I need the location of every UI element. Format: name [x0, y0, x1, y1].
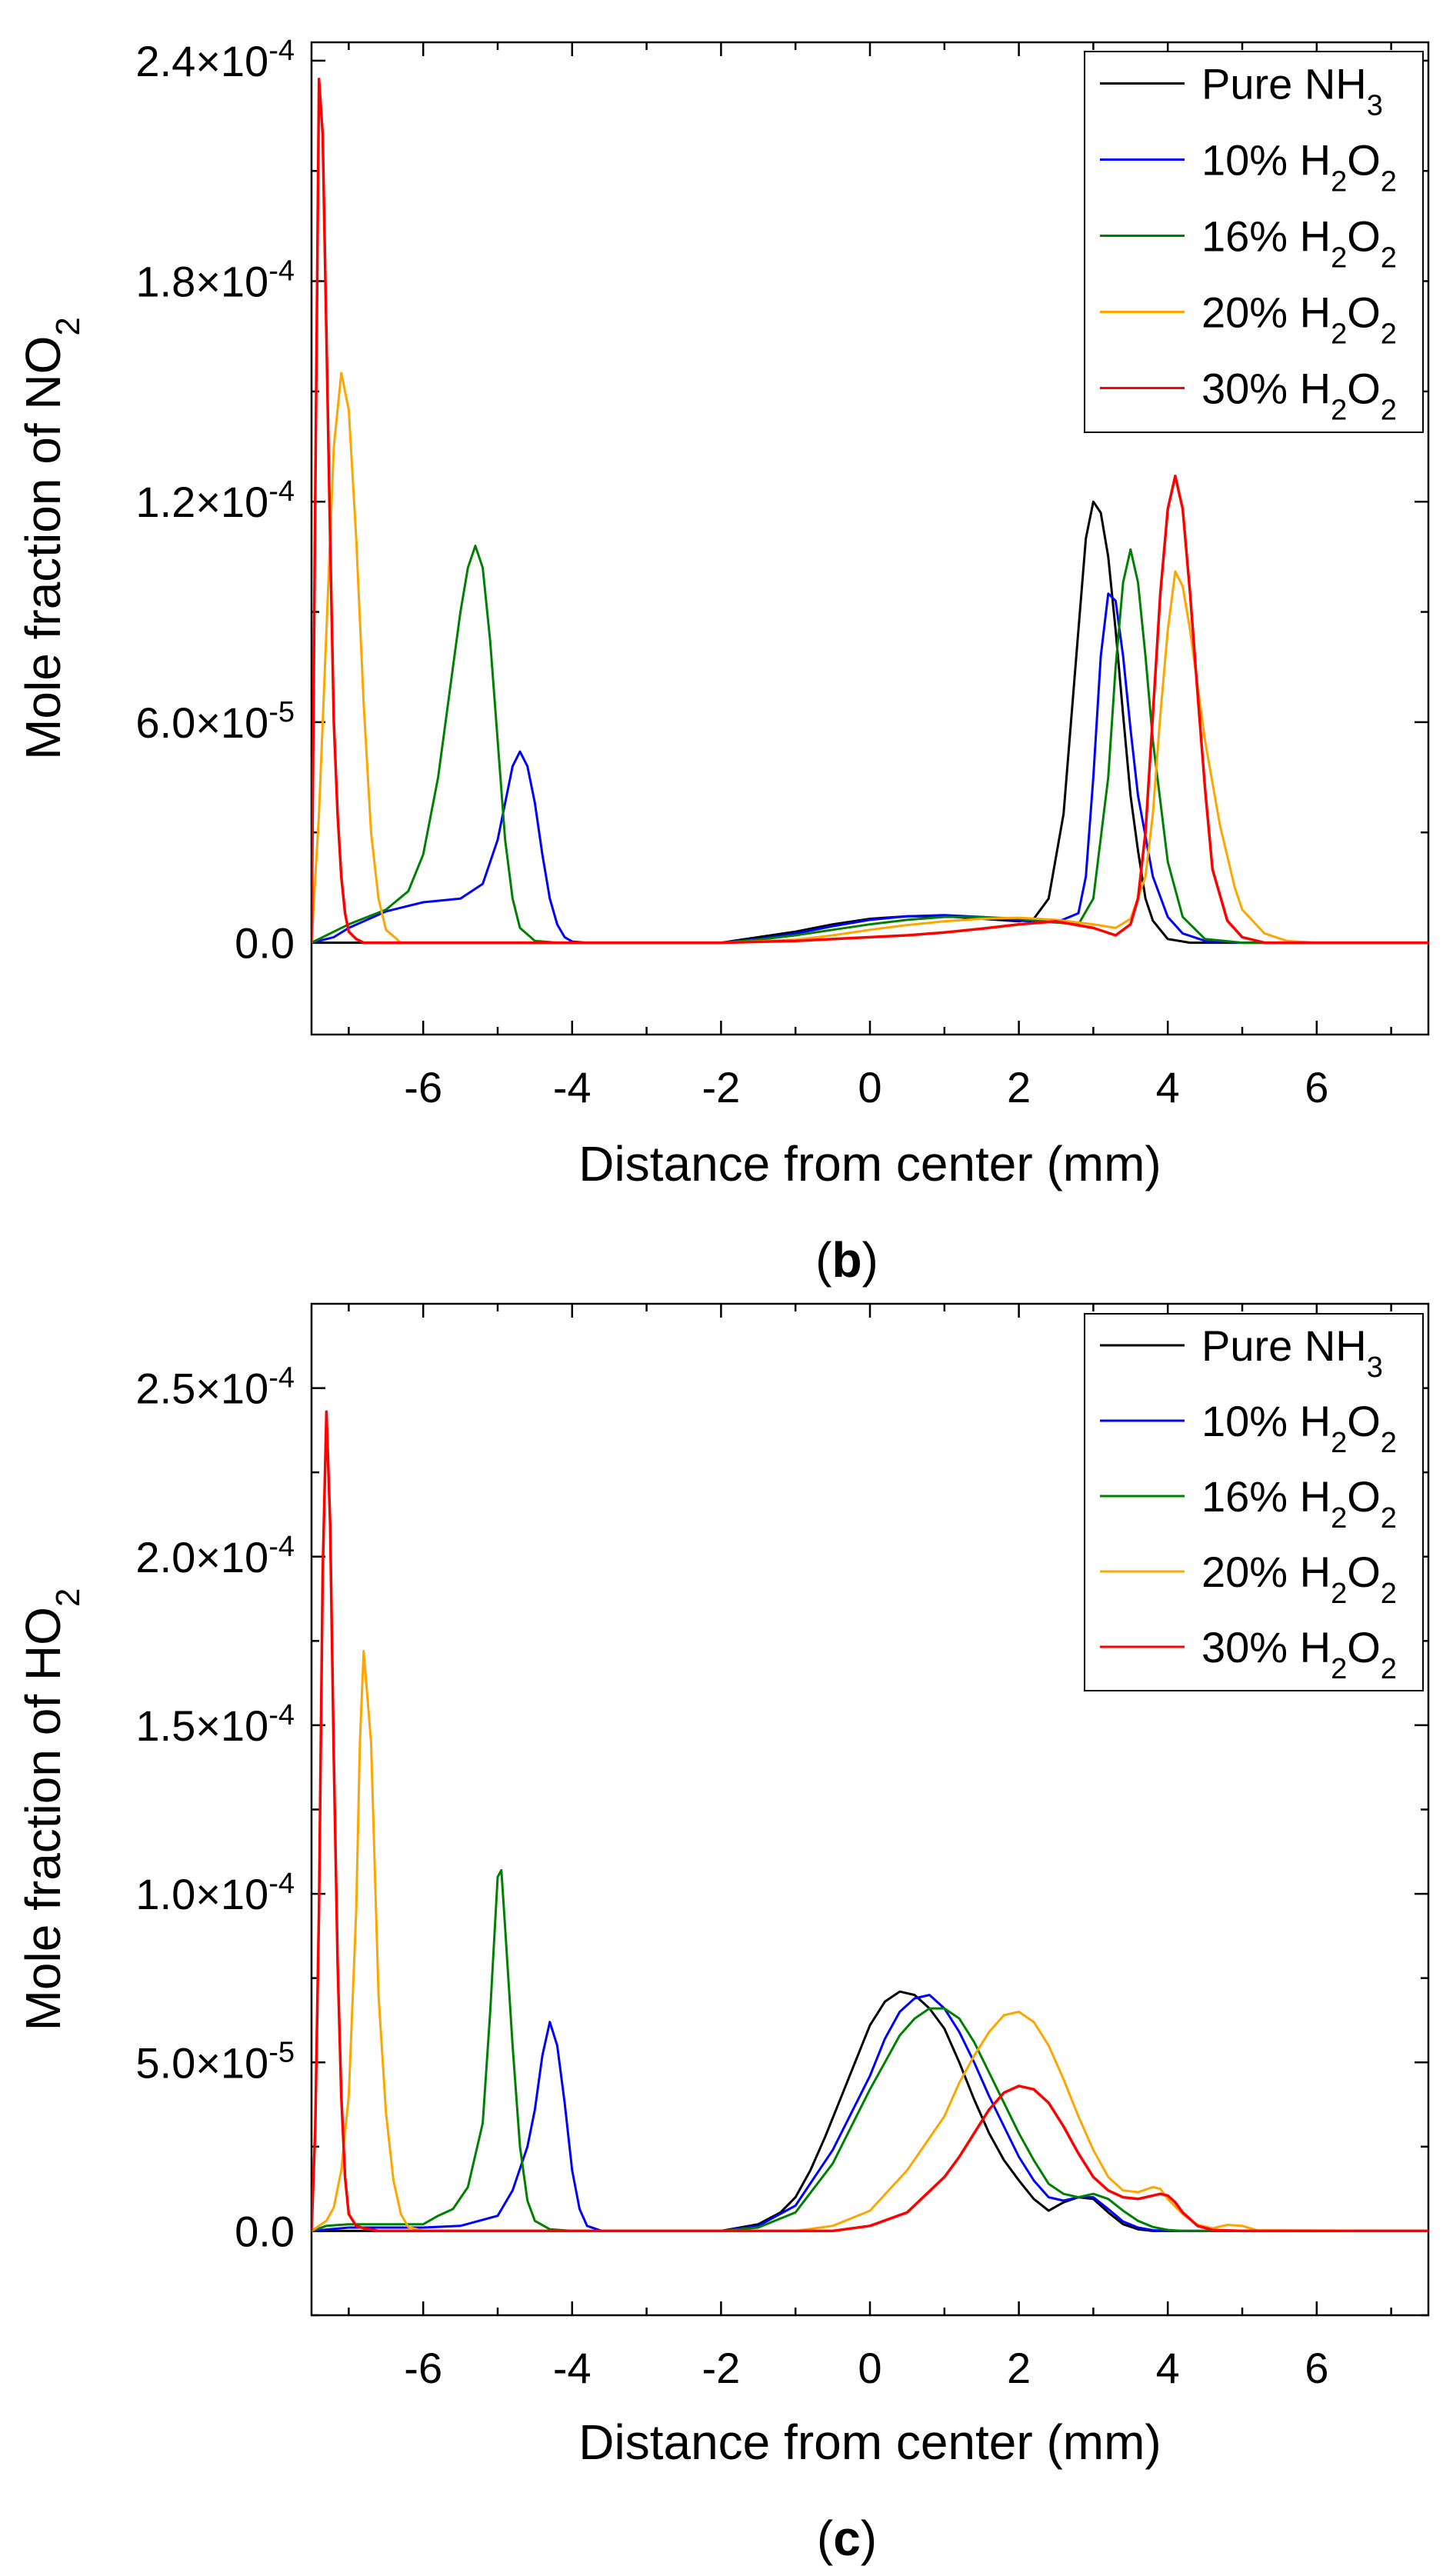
- legend: Pure NH3 10% H2O2 16% H2O2 20% H2O2 30% H2O2: [1084, 51, 1424, 433]
- x-tick-label: 6: [1305, 2344, 1328, 2392]
- series-lines: [312, 1410, 1428, 2233]
- legend-label: 16% H2O2: [1201, 1472, 1397, 1535]
- y-tick-label: 1.0×10-4: [135, 1868, 295, 1918]
- y-axis-label: Mole fraction of NO2: [15, 317, 87, 760]
- panel-label: (c): [817, 2511, 877, 2566]
- legend-label: 30% H2O2: [1201, 365, 1397, 427]
- series-line-4: [312, 78, 1428, 945]
- y-tick-label: 2.0×10-4: [135, 1531, 295, 1581]
- x-axis-label: Distance from center (mm): [578, 2414, 1161, 2470]
- y-tick-label: 2.4×10-4: [135, 35, 295, 85]
- chart-panel-c: -6 -4 -2 0 2 4 6 2.5×10-4 2.0×10-4 1.5×10-4 1.0×10…: [15, 1302, 1430, 2566]
- y-tick-label: 5.0×10-5: [135, 2036, 295, 2087]
- x-axis-label: Distance from center (mm): [578, 1136, 1161, 1191]
- series-line-2: [312, 545, 1428, 945]
- series-line-1: [312, 592, 1428, 945]
- legend-label: 10% H2O2: [1201, 136, 1397, 198]
- x-tick-label: 4: [1156, 2344, 1180, 2392]
- series-line-4: [312, 1410, 1428, 2233]
- x-tick-label: -2: [702, 1063, 741, 1111]
- legend-label: 20% H2O2: [1201, 1548, 1397, 1610]
- y-tick-label: 2.5×10-4: [135, 1362, 295, 1413]
- legend-label: Pure NH3: [1201, 60, 1383, 122]
- panel-label: (b): [815, 1232, 878, 1288]
- series-line-0: [312, 500, 1428, 945]
- x-tick-label: -6: [404, 2344, 442, 2392]
- y-tick-label: 1.8×10-4: [135, 255, 295, 306]
- series-line-0: [312, 1990, 1428, 2232]
- series-line-1: [312, 1994, 1428, 2232]
- x-tick-label: 4: [1156, 1063, 1180, 1111]
- legend-box: [1084, 51, 1424, 433]
- x-tick-label: 2: [1007, 2344, 1031, 2392]
- x-tick-label: -6: [404, 1063, 442, 1111]
- x-tick-label: 0: [858, 1063, 881, 1111]
- legend-label: 30% H2O2: [1201, 1623, 1397, 1685]
- y-tick-label: 1.2×10-4: [135, 475, 295, 526]
- chart-panel-b: -6 -4 -2 0 2 4 6 2.4×10-4 1.8×10-4 1.2×10-4 6.0×10…: [15, 35, 1430, 1288]
- y-tick-label: 1.5×10-4: [135, 1699, 295, 1750]
- legend-label: Pure NH3: [1201, 1321, 1383, 1384]
- x-tick-label: -4: [553, 2344, 592, 2392]
- y-tick-label: 6.0×10-5: [135, 696, 295, 747]
- legend-label: 10% H2O2: [1201, 1397, 1397, 1459]
- x-tick-label: -2: [702, 2344, 741, 2392]
- legend: Pure NH3 10% H2O2 16% H2O2 20% H2O2 30% H2O2: [1084, 1313, 1424, 1691]
- x-tick-label: 2: [1007, 1063, 1031, 1111]
- x-tick-label: 0: [858, 2344, 881, 2392]
- y-axis-label: Mole fraction of HO2: [15, 1588, 87, 2031]
- legend-box: [1084, 1313, 1424, 1691]
- y-tick-label: 0.0: [235, 2207, 295, 2255]
- y-tick-label: 0.0: [235, 919, 295, 968]
- series-lines: [312, 78, 1428, 945]
- legend-label: 20% H2O2: [1201, 288, 1397, 351]
- series-line-2: [312, 1868, 1428, 2232]
- legend-label: 16% H2O2: [1201, 212, 1397, 275]
- x-tick-label: 6: [1305, 1063, 1328, 1111]
- x-tick-label: -4: [553, 1063, 592, 1111]
- series-line-3: [312, 372, 1428, 945]
